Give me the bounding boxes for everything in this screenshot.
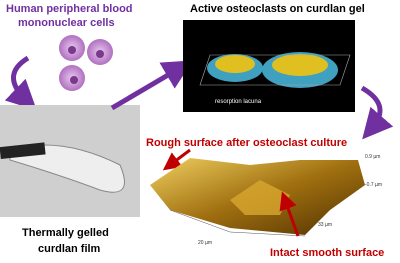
gel-label: Active osteoclasts on curdlan gel — [190, 3, 365, 15]
film-label: curdlan film — [38, 243, 101, 255]
arrow — [4, 55, 37, 111]
surface-image — [150, 158, 365, 237]
axis-label: 33 µm — [318, 222, 332, 228]
axis-label: 0.9 µm — [365, 154, 380, 160]
lacuna-label: resorption lacuna — [215, 99, 262, 105]
axis-label: 20 µm — [198, 240, 212, 246]
red-arrow — [279, 191, 300, 237]
axis-label: -0.7 µm — [365, 182, 382, 188]
arrow — [360, 85, 394, 140]
cells-label: mononuclear cells — [18, 17, 115, 29]
film-label: Thermally gelled — [22, 227, 109, 239]
smooth-label: Intact smooth surface — [270, 247, 384, 259]
rough-label: Rough surface after osteoclast culture — [146, 137, 347, 149]
cells-label: Human peripheral blood — [6, 3, 133, 15]
red-arrow — [162, 148, 191, 171]
arrow — [110, 60, 193, 111]
cells — [59, 35, 113, 91]
film-photo — [0, 105, 140, 217]
confocal-image — [183, 20, 355, 112]
